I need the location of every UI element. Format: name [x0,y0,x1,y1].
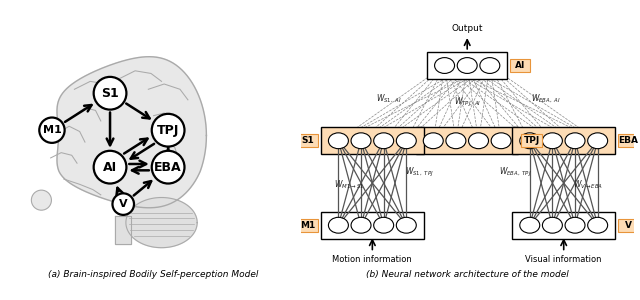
Text: (a) Brain-inspired Bodily Self-perception Model: (a) Brain-inspired Bodily Self-perceptio… [49,270,259,279]
Text: $\mathit{W}_{V \to EBA}$: $\mathit{W}_{V \to EBA}$ [573,178,603,190]
Circle shape [31,190,51,210]
Circle shape [328,217,348,233]
Text: TPJ: TPJ [157,124,179,137]
FancyBboxPatch shape [428,52,507,79]
Circle shape [396,133,416,149]
Circle shape [491,133,511,149]
Polygon shape [115,216,131,244]
Circle shape [351,217,371,233]
Circle shape [520,217,540,233]
Text: $\mathit{W}_{S1,\ AI}$: $\mathit{W}_{S1,\ AI}$ [376,92,402,105]
Circle shape [468,133,488,149]
Text: AI: AI [515,61,525,70]
FancyBboxPatch shape [513,127,615,154]
Circle shape [396,217,416,233]
Text: Motion information: Motion information [332,255,412,264]
Text: V: V [625,221,632,230]
Circle shape [152,151,184,184]
FancyBboxPatch shape [298,134,318,148]
FancyBboxPatch shape [618,134,638,148]
Circle shape [446,133,466,149]
Circle shape [588,217,607,233]
Text: EBA: EBA [618,136,638,145]
Text: EBA: EBA [154,161,182,174]
Polygon shape [126,197,197,248]
Circle shape [423,133,444,149]
Text: $\mathit{W}_{EBA,\ AI}$: $\mathit{W}_{EBA,\ AI}$ [531,92,560,105]
Text: $\mathit{W}_{TPJ,\ AI}$: $\mathit{W}_{TPJ,\ AI}$ [454,96,481,109]
Circle shape [152,114,184,147]
Text: S1: S1 [101,87,119,100]
Text: $\mathit{W}_{M1 \to S1}$: $\mathit{W}_{M1 \to S1}$ [334,178,364,190]
Circle shape [374,133,394,149]
Circle shape [565,217,585,233]
Circle shape [113,193,134,215]
Circle shape [457,58,477,74]
Text: M1: M1 [43,125,61,135]
Circle shape [351,133,371,149]
Text: TPJ: TPJ [524,136,540,145]
FancyBboxPatch shape [416,127,518,154]
Text: Output: Output [451,23,483,32]
Circle shape [93,77,127,110]
Circle shape [543,217,563,233]
Circle shape [39,118,65,143]
FancyBboxPatch shape [298,218,318,232]
Circle shape [543,133,563,149]
Text: V: V [119,199,127,209]
Text: M1: M1 [300,221,316,230]
Circle shape [435,58,454,74]
FancyBboxPatch shape [321,212,424,239]
Circle shape [565,133,585,149]
Circle shape [374,217,394,233]
FancyBboxPatch shape [321,127,424,154]
Text: $\mathit{W}_{EBA,\ TPJ}$: $\mathit{W}_{EBA,\ TPJ}$ [499,166,532,179]
Text: S1: S1 [301,136,314,145]
FancyBboxPatch shape [513,212,615,239]
Text: (b) Neural network architecture of the model: (b) Neural network architecture of the m… [366,270,568,279]
Circle shape [520,133,540,149]
Text: AI: AI [103,161,117,174]
FancyBboxPatch shape [522,134,541,148]
Text: $\mathit{W}_{S1,\ TPJ}$: $\mathit{W}_{S1,\ TPJ}$ [404,166,433,179]
Circle shape [480,58,500,74]
Circle shape [328,133,348,149]
FancyBboxPatch shape [510,59,531,72]
Circle shape [93,151,127,184]
FancyBboxPatch shape [618,218,638,232]
Text: Visual information: Visual information [525,255,602,264]
Polygon shape [57,57,207,208]
Circle shape [588,133,607,149]
